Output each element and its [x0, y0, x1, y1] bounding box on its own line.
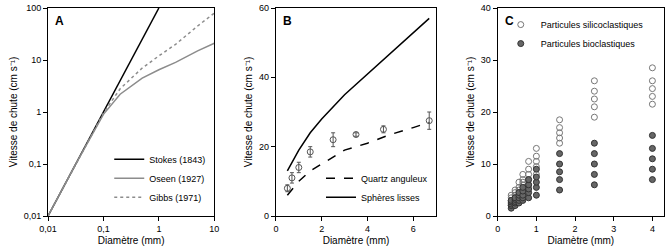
svg-text:Oseen (1927): Oseen (1927) — [149, 174, 204, 184]
svg-text:3: 3 — [611, 224, 616, 234]
svg-text:40: 40 — [259, 72, 269, 82]
svg-text:Sphères lisses: Sphères lisses — [361, 193, 420, 203]
svg-text:Particules silicoclastiques: Particules silicoclastiques — [541, 20, 644, 30]
svg-text:2: 2 — [319, 224, 324, 234]
svg-text:20: 20 — [481, 107, 491, 117]
svg-text:40: 40 — [481, 3, 491, 13]
svg-text:Gibbs (1971): Gibbs (1971) — [149, 193, 201, 203]
svg-text:20: 20 — [259, 142, 269, 152]
svg-text:0: 0 — [273, 224, 278, 234]
svg-text:Diamètre (mm): Diamètre (mm) — [323, 235, 390, 246]
svg-text:4: 4 — [650, 224, 655, 234]
svg-text:Diamètre (mm): Diamètre (mm) — [548, 235, 615, 246]
svg-text:A: A — [55, 14, 64, 28]
svg-text:C: C — [505, 14, 514, 28]
svg-text:Particules bioclastiques: Particules bioclastiques — [541, 39, 636, 49]
svg-text:1: 1 — [156, 224, 161, 234]
svg-text:Diamètre (mm): Diamètre (mm) — [98, 235, 165, 246]
svg-text:Vitesse de chute (cm s⁻¹): Vitesse de chute (cm s⁻¹) — [465, 57, 476, 168]
svg-text:Vitesse de chute (cm s⁻¹): Vitesse de chute (cm s⁻¹) — [8, 57, 19, 168]
svg-text:0,01: 0,01 — [24, 211, 42, 221]
svg-text:10: 10 — [209, 224, 219, 234]
svg-text:0: 0 — [495, 224, 500, 234]
svg-text:0,1: 0,1 — [29, 159, 42, 169]
svg-text:2: 2 — [573, 224, 578, 234]
svg-text:0,01: 0,01 — [39, 224, 57, 234]
svg-text:30: 30 — [481, 55, 491, 65]
svg-text:Vitesse de chute (cm s⁻¹): Vitesse de chute (cm s⁻¹) — [243, 57, 254, 168]
svg-text:100: 100 — [26, 3, 41, 13]
svg-text:4: 4 — [365, 224, 370, 234]
svg-text:1: 1 — [534, 224, 539, 234]
svg-text:10: 10 — [481, 159, 491, 169]
svg-text:0: 0 — [486, 211, 491, 221]
svg-text:0,1: 0,1 — [97, 224, 110, 234]
svg-text:0: 0 — [264, 211, 269, 221]
svg-text:Quartz anguleux: Quartz anguleux — [361, 174, 428, 184]
svg-text:Stokes (1843): Stokes (1843) — [149, 155, 205, 165]
svg-text:60: 60 — [259, 3, 269, 13]
svg-text:10: 10 — [31, 55, 41, 65]
svg-text:1: 1 — [36, 107, 41, 117]
svg-text:6: 6 — [411, 224, 416, 234]
svg-text:B: B — [283, 14, 292, 28]
